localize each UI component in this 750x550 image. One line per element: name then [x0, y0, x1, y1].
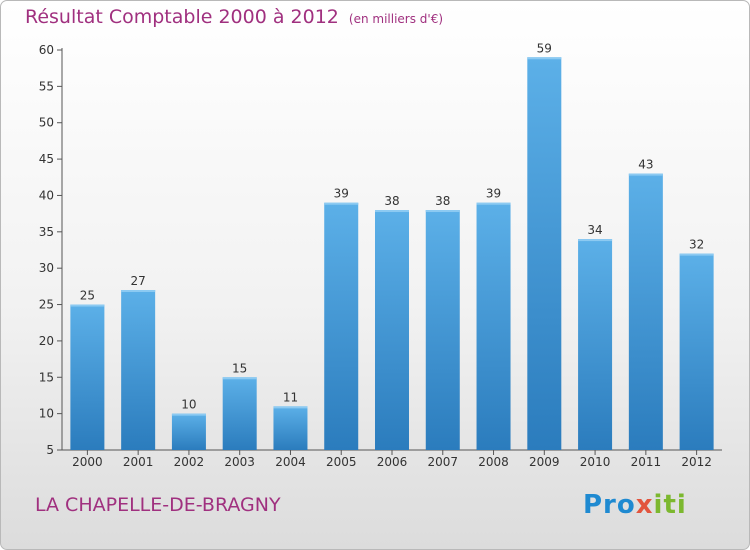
- bar-top-edge: [273, 406, 308, 409]
- x-tick-label-2006: 2006: [377, 455, 408, 469]
- y-tick-label: 15: [39, 370, 54, 384]
- chart-axes: 5 10 15 20 25 30 35 40 45 50 55 60 2000 2001 2002 2003 2…: [39, 43, 722, 469]
- y-tick-label: 20: [39, 334, 54, 348]
- chart-data-labels: 25 27 10 15 11 39 38 38 39 59 34 43 32: [80, 41, 705, 411]
- data-label-2005: 39: [334, 187, 349, 201]
- data-label-2006: 38: [384, 194, 399, 208]
- data-label-2004: 11: [283, 390, 298, 404]
- logo-part-3: iti: [653, 490, 687, 520]
- bar-2002: [171, 413, 206, 450]
- logo-part-1: Pro: [583, 490, 636, 520]
- y-tick-label: 35: [39, 225, 54, 239]
- bar-2010: [578, 239, 613, 450]
- bar-top-edge: [628, 173, 663, 176]
- bar-2004: [273, 406, 308, 450]
- bar-top-edge: [425, 210, 460, 212]
- bar-top-edge: [527, 57, 562, 60]
- x-tick-label-2008: 2008: [478, 455, 509, 469]
- bar-top-edge: [70, 304, 105, 307]
- x-tick-label-2001: 2001: [123, 455, 154, 469]
- chart-title-text: Résultat Comptable 2000 à 2012: [25, 6, 339, 28]
- x-tick-label-2002: 2002: [174, 455, 205, 469]
- y-tick-label: 50: [39, 116, 54, 130]
- x-tick-label-2000: 2000: [72, 455, 103, 469]
- bar-2005: [324, 202, 359, 450]
- bar-top-edge: [121, 290, 156, 292]
- bar-2006: [375, 210, 409, 450]
- bar-2012: [679, 253, 714, 450]
- bar-2001: [121, 290, 156, 450]
- logo-part-2: x: [635, 490, 654, 520]
- data-label-2003: 15: [232, 361, 247, 375]
- data-label-2008: 39: [486, 187, 501, 201]
- proxiti-logo[interactable]: Proxiti: [583, 490, 687, 520]
- x-tick-label-2004: 2004: [275, 455, 306, 469]
- data-label-2011: 43: [638, 158, 653, 172]
- y-tick-label: 45: [39, 152, 54, 166]
- data-label-2009: 59: [537, 41, 552, 55]
- x-tick-label-2005: 2005: [326, 455, 357, 469]
- data-label-2001: 27: [131, 274, 146, 288]
- x-tick-label-2011: 2011: [631, 455, 662, 469]
- bar-top-edge: [171, 413, 206, 416]
- chart-bars: [70, 57, 714, 451]
- bar-2007: [425, 210, 460, 450]
- data-label-2012: 32: [689, 238, 704, 252]
- y-tick-label: 25: [39, 298, 54, 312]
- data-label-2002: 10: [181, 398, 196, 412]
- commune-name: LA CHAPELLE-DE-BRAGNY: [35, 494, 281, 516]
- bar-2011: [628, 173, 663, 451]
- chart-title: Résultat Comptable 2000 à 2012 (en millie…: [25, 6, 443, 28]
- y-tick-label: 40: [39, 188, 54, 202]
- bar-2009: [527, 57, 562, 450]
- x-tick-label-2009: 2009: [529, 455, 560, 469]
- bar-2003: [222, 377, 257, 450]
- bar-top-edge: [476, 202, 511, 205]
- bar-top-edge: [679, 253, 714, 256]
- y-tick-label: 55: [39, 79, 54, 93]
- y-tick-label: 5: [46, 443, 54, 457]
- x-tick-label-2012: 2012: [681, 455, 712, 469]
- bar-top-edge: [578, 239, 613, 242]
- bar-2008: [476, 202, 511, 450]
- chart-subtitle: (en milliers d'€): [348, 12, 444, 26]
- y-tick-label: 30: [39, 261, 54, 275]
- bar-2000: [70, 304, 105, 450]
- bar-top-edge: [324, 202, 359, 205]
- data-label-2010: 34: [587, 223, 602, 237]
- y-tick-label: 60: [39, 43, 54, 57]
- y-tick-label: 10: [39, 407, 54, 421]
- bar-top-edge: [222, 377, 257, 380]
- x-tick-label-2010: 2010: [580, 455, 611, 469]
- x-tick-label-2007: 2007: [427, 455, 458, 469]
- data-label-2007: 38: [435, 194, 450, 208]
- data-label-2000: 25: [80, 289, 95, 303]
- bar-top-edge: [375, 210, 409, 212]
- x-tick-label-2003: 2003: [224, 455, 255, 469]
